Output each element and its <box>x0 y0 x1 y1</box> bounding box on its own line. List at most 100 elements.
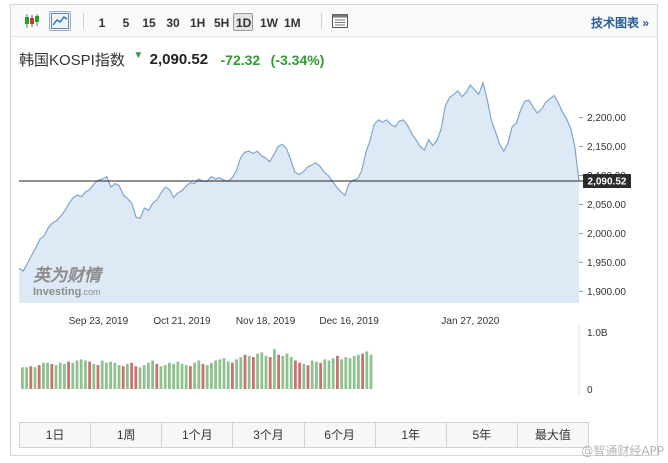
volume-bar <box>100 360 104 389</box>
interval-button-1h[interactable]: 1H <box>190 16 206 30</box>
volume-bar <box>336 355 339 389</box>
current-price-tag <box>583 174 631 189</box>
volume-bar <box>25 367 28 389</box>
range-button-2[interactable]: 1个月 <box>162 423 234 447</box>
volume-bar <box>42 362 45 389</box>
range-button-3[interactable]: 3个月 <box>233 423 305 447</box>
volume-bar <box>235 359 238 389</box>
volume-bar <box>159 366 163 389</box>
volume-bar <box>33 367 37 389</box>
chart-toolbar: 1 5 15 30 1H 5H 1D 1W 1M 技术图表 » <box>11 5 657 37</box>
down-arrow-icon: ▼ <box>133 50 144 61</box>
price-area <box>19 82 579 303</box>
volume-bar <box>37 365 41 389</box>
chart-widget: 1 5 15 30 1H 5H 1D 1W 1M 技术图表 » 韩国KOSPI指数 ▼ 2,09… <box>10 4 658 456</box>
y-tick-label: 1,950.00 <box>587 258 626 269</box>
volume-bar <box>54 365 58 389</box>
interval-button-1[interactable]: 1 <box>98 16 106 30</box>
range-button-6[interactable]: 5年 <box>447 423 518 447</box>
volume-bar <box>96 365 100 389</box>
y-tick-label: 2,150.00 <box>587 142 626 153</box>
volume-bar <box>142 365 146 389</box>
volume-bar <box>327 360 331 389</box>
volume-bar <box>294 360 297 389</box>
volume-bar <box>369 354 373 389</box>
volume-axis-zero: 0 <box>587 385 593 396</box>
volume-bar <box>58 362 62 389</box>
toolbar-separator <box>321 13 322 29</box>
volume-bar <box>210 362 213 389</box>
volume-bar <box>105 362 108 389</box>
interval-button-5h[interactable]: 5H <box>214 16 230 30</box>
volume-bar <box>130 362 133 389</box>
volume-bar <box>222 358 226 389</box>
instrument-name: 韩国KOSPI指数 <box>19 52 125 69</box>
price-line <box>18 80 580 272</box>
range-button-5[interactable]: 1年 <box>376 423 447 447</box>
interval-button-1w[interactable]: 1W <box>260 16 278 30</box>
volume-bar <box>117 365 121 389</box>
volume-axis-max: 1.0B <box>587 328 608 339</box>
volume-bar <box>172 363 175 389</box>
volume-bar <box>285 353 289 389</box>
volume-bar <box>193 362 196 389</box>
interval-button-1m[interactable]: 1M <box>284 16 301 30</box>
volume-bar <box>29 366 33 389</box>
volume-bar <box>113 362 117 389</box>
time-range-selector: 1日 1周 1个月 3个月 6个月 1年 5年 最大值 <box>19 422 589 448</box>
y-tick-label: 2,050.00 <box>587 200 626 211</box>
volume-bar <box>201 363 205 389</box>
watermark-logo-en: Investing <box>33 286 81 298</box>
volume-bar <box>268 357 272 389</box>
area-chart-icon[interactable] <box>49 11 71 31</box>
volume-bar <box>163 365 167 389</box>
volume-bar <box>340 359 343 389</box>
volume-bar <box>365 351 369 389</box>
volume-bar <box>277 354 280 389</box>
volume-bar <box>205 365 209 389</box>
volume-bar <box>155 363 159 389</box>
volume-bar <box>247 355 251 389</box>
technical-chart-link[interactable]: 技术图表 » <box>590 16 649 30</box>
volume-bar <box>357 354 360 389</box>
volume-bar <box>302 363 306 389</box>
interval-button-30[interactable]: 30 <box>166 16 180 30</box>
volume-bar <box>184 365 188 389</box>
volume-bar <box>168 362 171 389</box>
x-tick-label: Nov 18, 2019 <box>236 316 296 327</box>
y-tick-label: 1,900.00 <box>587 287 626 298</box>
range-button-0[interactable]: 1日 <box>20 423 92 447</box>
volume-bar <box>243 354 247 389</box>
volume-bar <box>218 359 222 389</box>
volume-bar <box>88 361 91 389</box>
volume-bar <box>264 355 268 389</box>
toolbar-separator <box>83 13 84 29</box>
current-price-label: 2,090.52 <box>588 177 627 188</box>
volume-bar <box>214 360 217 389</box>
volume-bar <box>21 367 24 389</box>
volume-bar <box>84 360 87 389</box>
source-watermark: @智通财经APP <box>581 444 664 458</box>
interval-button-5[interactable]: 5 <box>122 16 130 30</box>
volume-bar <box>331 358 335 389</box>
candlestick-icon[interactable] <box>21 11 43 31</box>
interval-button-15[interactable]: 15 <box>142 16 156 30</box>
interval-button-1d[interactable]: 1D <box>233 13 253 31</box>
volume-bar <box>180 363 184 389</box>
volume-bar <box>298 362 301 389</box>
volume-bar <box>79 359 83 389</box>
volume-bar <box>50 363 54 389</box>
volume-bar <box>323 359 327 389</box>
range-button-1[interactable]: 1周 <box>91 423 163 447</box>
sheet-icon[interactable] <box>329 11 351 31</box>
range-button-4[interactable]: 6个月 <box>305 423 376 447</box>
volume-bar <box>92 363 96 389</box>
volume-bar <box>310 360 314 389</box>
volume-bar <box>306 365 310 389</box>
volume-bar <box>361 353 364 389</box>
range-button-7[interactable]: 最大值 <box>534 428 571 442</box>
price-change-pct: (-3.34%) <box>270 51 325 68</box>
volume-bar <box>273 349 276 389</box>
volume-bar <box>121 366 125 389</box>
